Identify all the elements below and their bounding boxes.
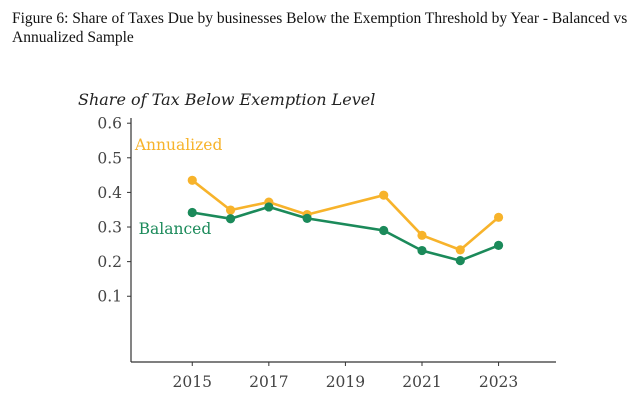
series-layer: Annualized Balanced	[134, 136, 504, 266]
y-tick-label: 0.5	[97, 149, 122, 167]
y-tick-label: 0.1	[97, 288, 122, 306]
balanced-line	[192, 205, 500, 262]
x-tick-label: 2021	[402, 373, 441, 391]
y-tick-label: 0.2	[97, 253, 122, 271]
x-tick-label: 2019	[326, 373, 365, 391]
x-ticks: 2015 2017 2019 2021 2023	[173, 362, 518, 391]
annualized-point	[455, 245, 465, 255]
y-tick-label: 0.4	[97, 184, 122, 202]
series-balanced: Balanced	[139, 202, 504, 266]
annualized-point	[187, 175, 197, 185]
y-ticks: 0.1 0.2 0.3 0.4 0.5 0.6	[97, 115, 131, 306]
balanced-point	[379, 225, 389, 236]
axes	[130, 118, 556, 363]
annualized-series-label: Annualized	[134, 136, 223, 154]
balanced-series-label: Balanced	[139, 220, 212, 238]
annualized-point	[493, 212, 504, 222]
balanced-point	[187, 207, 197, 218]
y-axis-label: Share of Tax Below Exemption Level	[78, 90, 375, 109]
balanced-point	[455, 255, 465, 266]
annualized-point	[225, 205, 236, 215]
series-annualized: Annualized	[134, 136, 504, 255]
y-tick-label: 0.6	[97, 115, 122, 133]
annualized-line	[191, 179, 500, 252]
x-tick-label: 2015	[173, 373, 212, 391]
balanced-point	[417, 245, 427, 256]
annualized-point	[417, 230, 427, 240]
y-tick-label: 0.3	[97, 219, 122, 237]
x-tick-label: 2017	[249, 373, 288, 391]
balanced-point	[264, 202, 274, 212]
figure-title: Figure 6: Share of Taxes Due by business…	[12, 10, 628, 46]
balanced-point	[493, 240, 504, 250]
balanced-point	[225, 214, 236, 224]
annualized-point	[379, 190, 389, 200]
x-tick-label: 2023	[479, 373, 518, 391]
balanced-point	[302, 213, 312, 223]
